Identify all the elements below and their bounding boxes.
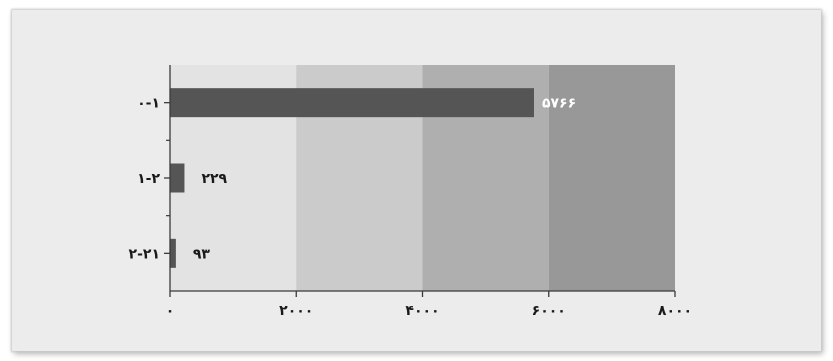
bar — [170, 88, 534, 118]
bar-chart: ۵۷۶۶ ۲۲۹ ۹۳ ۰-۱ ۱-۲ ۲-۲۱ ۰ ۲۰۰۰ ۴۰۰۰ ۶۰۰۰ ۸۰۰۰ — [129, 65, 692, 319]
y-tick-label: ۰-۱ — [137, 96, 160, 112]
bar — [170, 163, 185, 193]
x-tick-label: ۴۰۰۰ — [405, 303, 439, 319]
x-tick-label: ۶۰۰۰ — [532, 303, 566, 319]
chart-panel: ۵۷۶۶ ۲۲۹ ۹۳ ۰-۱ ۱-۲ ۲-۲۱ ۰ ۲۰۰۰ ۴۰۰۰ ۶۰۰۰ ۸۰۰۰ — [12, 10, 821, 351]
bar — [170, 238, 176, 268]
data-label: ۹۳ — [193, 246, 211, 262]
data-label: ۵۷۶۶ — [542, 96, 576, 112]
y-tick-label: ۲-۲۱ — [129, 246, 160, 262]
x-tick-label: ۲۰۰۰ — [279, 303, 313, 319]
background-band — [548, 65, 675, 291]
data-label: ۲۲۹ — [201, 171, 227, 187]
x-tick-label: ۸۰۰۰ — [658, 303, 692, 319]
y-tick-label: ۱-۲ — [137, 171, 160, 187]
x-tick-label: ۰ — [166, 303, 175, 319]
